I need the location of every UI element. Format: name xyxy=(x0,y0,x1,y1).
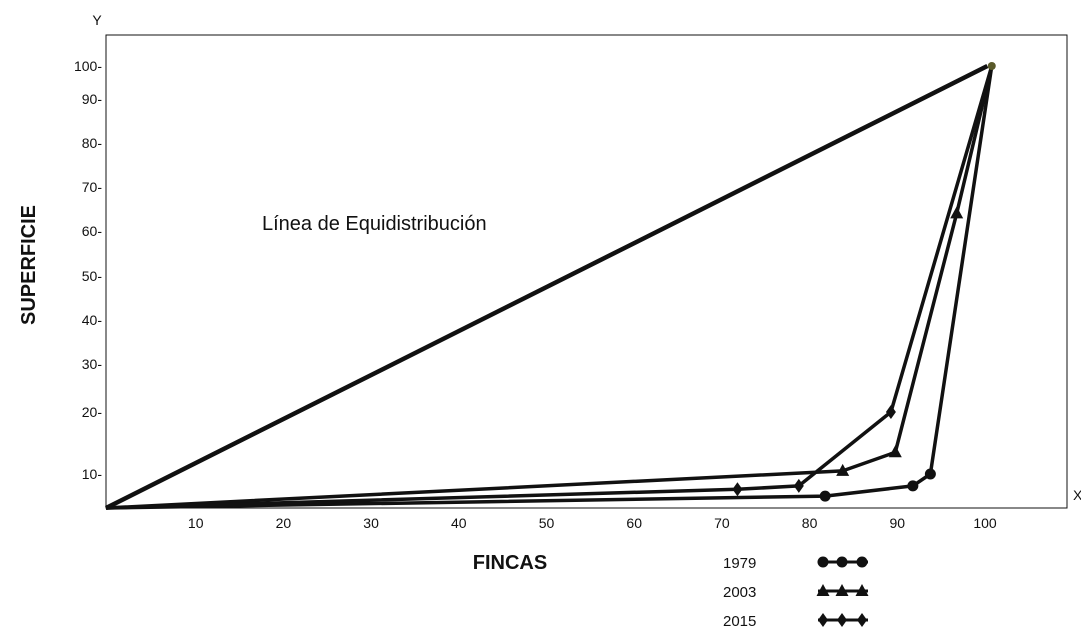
y-tick-label: 50- xyxy=(82,268,103,284)
legend-marker xyxy=(835,584,849,596)
marker-1979 xyxy=(819,490,831,502)
x-tick-label: 60 xyxy=(626,515,642,531)
x-tick-label: 70 xyxy=(714,515,730,531)
marker-1979 xyxy=(907,480,919,492)
legend-marker xyxy=(856,556,868,568)
plot-frame xyxy=(105,34,1068,509)
equidistribution-line xyxy=(104,63,989,511)
x-tick-label: 40 xyxy=(451,515,467,531)
legend-label: 2015 xyxy=(723,613,756,629)
x-tick-label: 100 xyxy=(973,515,997,531)
marker-1979 xyxy=(924,468,936,480)
x-tick-label: 80 xyxy=(802,515,818,531)
y-axis-letter: Y xyxy=(92,12,102,28)
y-tick-labels: 10- 20- 30- 40- 50- 60- 70- 80- 90- 100- xyxy=(74,58,102,482)
marker-2003 xyxy=(950,206,964,219)
x-tick-label: 30 xyxy=(363,515,379,531)
marker-2003 xyxy=(888,445,902,458)
legend-label: 2003 xyxy=(723,584,756,601)
y-tick-label: 70- xyxy=(82,179,103,195)
marker-2015 xyxy=(885,405,896,419)
x-axis-letter: X xyxy=(1073,487,1081,503)
x-tick-label: 10 xyxy=(188,515,204,531)
endpoint-marker xyxy=(987,62,996,70)
y-tick-label: 90- xyxy=(82,91,103,107)
x-tick-labels: 10 20 30 40 50 60 70 80 90 100 xyxy=(188,515,997,531)
marker-2015 xyxy=(793,478,804,493)
x-tick-label: 50 xyxy=(539,515,555,531)
series-markers xyxy=(732,62,996,502)
y-tick-label: 10- xyxy=(82,466,103,482)
y-tick-label: 80- xyxy=(82,135,103,151)
y-tick-label: 30- xyxy=(82,356,103,372)
marker-2015 xyxy=(732,482,743,497)
legend-marker xyxy=(817,556,829,568)
legend-marker xyxy=(816,584,830,596)
y-axis-title: SUPERFICIE xyxy=(18,205,40,325)
legend-marker xyxy=(837,613,847,627)
x-axis-title: FINCAS xyxy=(473,552,547,574)
y-tick-label: 20- xyxy=(82,404,103,420)
legend-marker xyxy=(836,556,848,568)
series-lines xyxy=(104,63,994,511)
legend-marker xyxy=(818,613,828,627)
equidistribution-label: Línea de Equidistribución xyxy=(262,213,487,235)
legend-label: 1979 xyxy=(723,555,756,572)
legend-marker xyxy=(855,584,869,596)
legend: 1979 2003 2015 xyxy=(723,555,869,629)
y-tick-label: 60- xyxy=(82,223,103,239)
x-tick-label: 90 xyxy=(890,515,906,531)
marker-2003 xyxy=(836,463,850,476)
y-tick-label: 40- xyxy=(82,312,103,328)
legend-marker xyxy=(857,613,867,627)
y-tick-label: 100- xyxy=(74,58,102,74)
x-tick-label: 20 xyxy=(276,515,292,531)
